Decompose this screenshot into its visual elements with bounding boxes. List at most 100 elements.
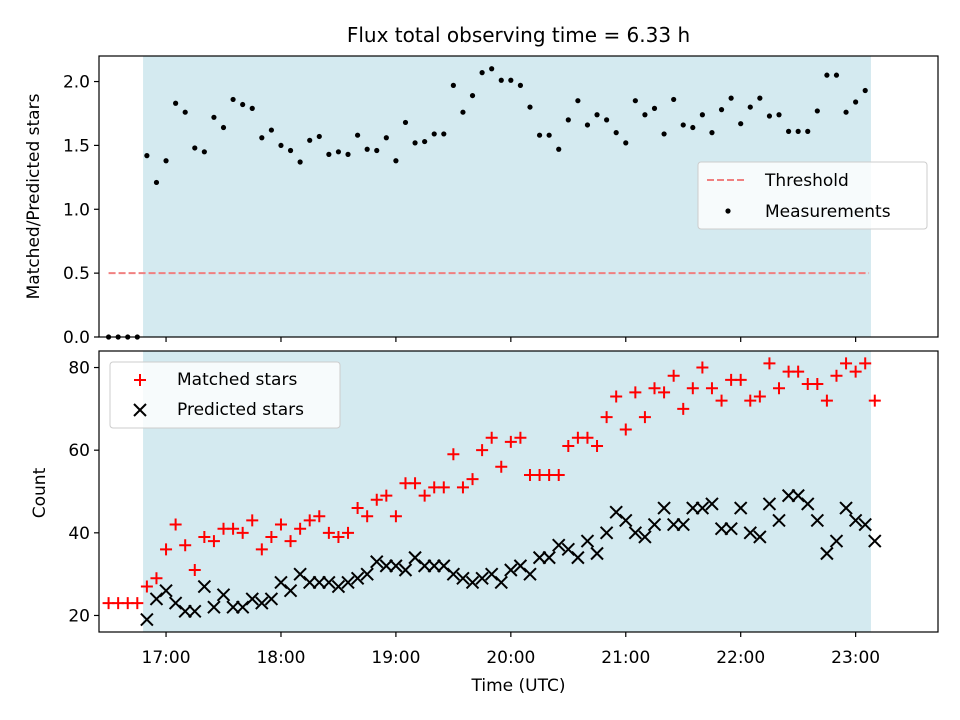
top-chart-title: Flux total observing time = 6.33 h bbox=[347, 23, 690, 47]
matched-star-point bbox=[179, 539, 192, 552]
measurement-point bbox=[517, 82, 524, 88]
predicted-star-point bbox=[159, 583, 173, 598]
bottom-plot-area bbox=[102, 351, 882, 632]
bottom-y-axis: 20 40 60 80 bbox=[68, 359, 99, 626]
measurement-point bbox=[383, 135, 389, 141]
measurement-point bbox=[575, 98, 581, 104]
bottom-y-axis-label: Count bbox=[30, 467, 50, 518]
predicted-star-point bbox=[532, 550, 547, 565]
matched-star-point bbox=[753, 390, 766, 403]
measurement-point bbox=[441, 131, 447, 137]
matched-star-point bbox=[696, 361, 709, 374]
matched-star-point bbox=[370, 493, 383, 506]
bottom-legend-box bbox=[109, 361, 341, 429]
predicted-star-point bbox=[504, 563, 518, 577]
matched-star-point bbox=[552, 468, 565, 481]
legend-matched-swatch bbox=[134, 374, 146, 386]
matched-star-point bbox=[265, 530, 278, 543]
bottom-x-tick-label: 22:00 bbox=[716, 648, 765, 668]
matched-star-point bbox=[830, 369, 843, 382]
matched-star-point bbox=[744, 394, 757, 407]
predicted-star-point bbox=[226, 600, 240, 614]
matched-star-point bbox=[437, 481, 450, 494]
measurement-point bbox=[201, 149, 207, 155]
matched-star-point bbox=[495, 460, 508, 473]
predicted-star-point bbox=[523, 567, 537, 581]
legend-matched-label: Matched stars bbox=[177, 370, 297, 390]
measurement-point bbox=[345, 151, 351, 157]
predicted-star-point bbox=[283, 583, 298, 598]
predicted-star-point bbox=[733, 501, 748, 515]
matched-star-point bbox=[591, 440, 604, 453]
measurement-point bbox=[364, 146, 370, 152]
predicted-star-point bbox=[427, 559, 441, 573]
measurement-point bbox=[469, 92, 476, 99]
measurement-point bbox=[182, 109, 188, 115]
measurement-point bbox=[163, 158, 169, 164]
measurement-point bbox=[766, 113, 773, 119]
matched-star-point bbox=[705, 382, 718, 395]
top-y-tick-label: 2.0 bbox=[63, 73, 90, 93]
predicted-star-point bbox=[590, 546, 604, 561]
matched-star-point bbox=[389, 510, 402, 523]
predicted-star-point bbox=[839, 501, 853, 515]
matched-star-point bbox=[773, 382, 786, 395]
matched-star-point bbox=[715, 394, 728, 407]
measurement-point bbox=[699, 112, 705, 118]
predicted-star-point bbox=[389, 559, 403, 573]
matched-star-point bbox=[562, 440, 575, 453]
measurement-point bbox=[776, 112, 782, 118]
matched-star-point bbox=[456, 481, 469, 494]
measurement-point bbox=[268, 127, 274, 133]
matched-star-point bbox=[188, 564, 201, 577]
matched-star-point bbox=[763, 357, 776, 370]
measurement-point bbox=[833, 72, 840, 78]
predicted-star-point bbox=[695, 501, 710, 515]
measurement-point bbox=[690, 124, 696, 131]
matched-star-point bbox=[246, 514, 259, 527]
matched-star-point bbox=[447, 448, 460, 461]
measurement-point bbox=[728, 95, 734, 101]
legend-predicted-swatch bbox=[133, 403, 147, 417]
bottom-y-tick-label: 40 bbox=[68, 524, 90, 544]
matched-star-point bbox=[792, 365, 805, 378]
matched-star-point bbox=[160, 543, 173, 556]
measurement-point bbox=[795, 128, 801, 134]
measurement-point bbox=[335, 149, 342, 155]
predicted-star-point bbox=[465, 575, 480, 590]
predicted-star-point bbox=[638, 530, 652, 544]
predicted-star-point bbox=[178, 604, 192, 619]
measurement-point bbox=[671, 96, 677, 103]
matched-star-point bbox=[485, 431, 498, 444]
bottom-x-axis-label: Time (UTC) bbox=[471, 676, 566, 696]
bottom-y-tick-label: 80 bbox=[68, 359, 90, 379]
predicted-star-point bbox=[552, 538, 566, 552]
measurement-point bbox=[584, 122, 591, 128]
measurement-point bbox=[718, 107, 725, 113]
predicted-star-point bbox=[188, 604, 202, 619]
predicted-star-point bbox=[858, 517, 872, 532]
matched-star-point bbox=[859, 357, 872, 370]
predicted-star-point bbox=[312, 575, 326, 590]
matched-star-point bbox=[131, 597, 144, 610]
matched-star-point bbox=[342, 526, 355, 539]
measurement-point bbox=[431, 131, 437, 137]
predicted-star-point bbox=[753, 530, 767, 544]
measurement-point bbox=[240, 101, 246, 108]
bottom-x-tick-label: 18:00 bbox=[256, 648, 305, 668]
measurement-point bbox=[287, 147, 294, 154]
measurement-point bbox=[498, 77, 504, 83]
measurement-point bbox=[709, 130, 715, 136]
measurement-point bbox=[527, 104, 533, 110]
matched-star-point bbox=[619, 423, 632, 436]
matched-star-point bbox=[351, 502, 364, 515]
matched-star-point bbox=[849, 365, 862, 378]
measurement-point bbox=[556, 146, 562, 152]
measurement-point bbox=[661, 131, 667, 137]
predicted-star-point bbox=[810, 513, 825, 528]
matched-star-point bbox=[418, 489, 431, 502]
measurement-point bbox=[680, 122, 686, 128]
measurement-point bbox=[604, 117, 610, 123]
predicted-star-point bbox=[216, 588, 231, 602]
matched-star-point bbox=[140, 580, 153, 593]
